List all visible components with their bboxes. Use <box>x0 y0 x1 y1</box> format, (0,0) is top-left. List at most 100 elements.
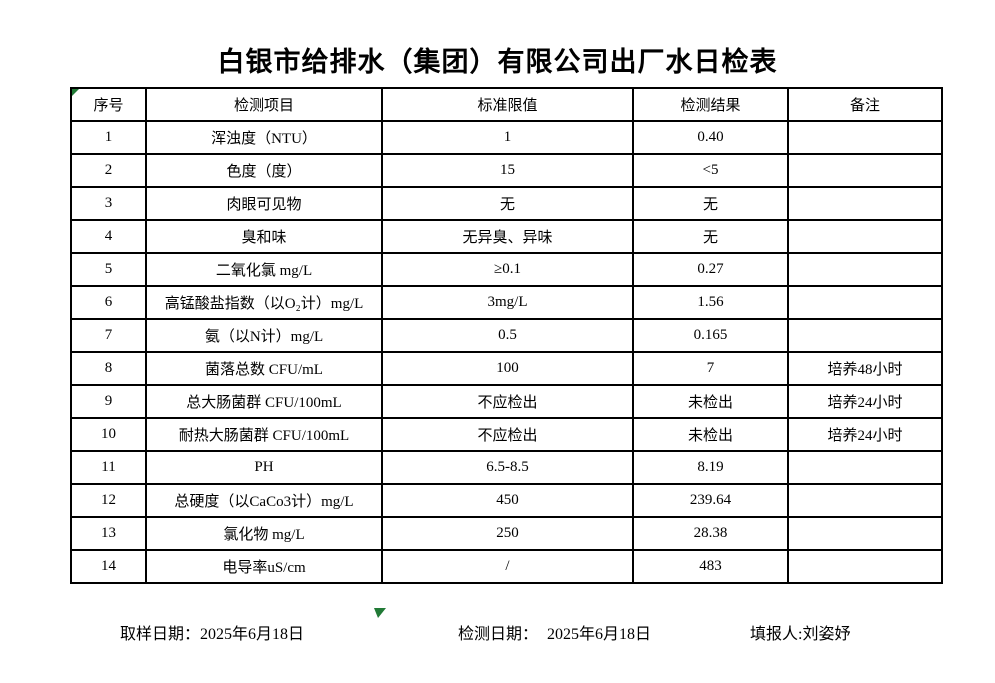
cell-result: 无 <box>632 219 789 254</box>
table-row: 9 总大肠菌群 CFU/100mL 不应检出 未检出 培养24小时 <box>70 384 943 419</box>
table-row: 6 高锰酸盐指数（以O₂计）mg/L 3mg/L 1.56 <box>70 285 943 320</box>
cell-limit: 无 <box>381 186 634 221</box>
reporter-value: 刘姿妤 <box>802 626 851 643</box>
cell-result: 8.19 <box>632 450 789 485</box>
col-header-note: 备注 <box>787 87 943 122</box>
cell-limit: 0.5 <box>381 318 634 353</box>
cell-limit: ≥0.1 <box>381 252 634 287</box>
cell-result: <5 <box>632 153 789 188</box>
cell-no: 3 <box>70 186 147 221</box>
test-date: 检测日期： 2025年6月18日 <box>458 620 651 644</box>
cell-item: 氨（以N计）mg/L <box>145 318 383 353</box>
cell-limit: 250 <box>381 516 634 551</box>
sample-date-label: 取样日期： <box>120 626 201 643</box>
cell-result: 7 <box>632 351 789 386</box>
cell-no: 4 <box>70 219 147 254</box>
cell-note: 培养48小时 <box>787 351 943 386</box>
cell-no: 5 <box>70 252 147 287</box>
cell-no: 12 <box>70 483 147 518</box>
col-header-no-label: 序号 <box>93 98 124 114</box>
cell-item: 高锰酸盐指数（以O₂计）mg/L <box>145 285 383 320</box>
cell-no: 7 <box>70 318 147 353</box>
cell-result: 未检出 <box>632 384 789 419</box>
cell-limit: 100 <box>381 351 634 386</box>
cell-result: 0.165 <box>632 318 789 353</box>
cell-no: 11 <box>70 450 147 485</box>
col-header-limit: 标准限值 <box>381 87 634 122</box>
cell-note: 培养24小时 <box>787 417 943 452</box>
cell-note <box>787 450 943 485</box>
table-row: 11 PH 6.5-8.5 8.19 <box>70 450 943 485</box>
cell-note: 培养24小时 <box>787 384 943 419</box>
cell-limit: / <box>381 549 634 584</box>
cell-note <box>787 120 943 155</box>
footer: 取样日期：2025年6月18日 检测日期： 2025年6月18日 填报人:刘姿妤 <box>0 620 995 644</box>
page-title: 白银市给排水（集团）有限公司出厂水日检表 <box>217 47 778 77</box>
col-header-item: 检测项目 <box>145 87 383 122</box>
cell-no: 13 <box>70 516 147 551</box>
cell-note <box>787 549 943 584</box>
cell-item: 电导率uS/cm <box>145 549 383 584</box>
cell-limit: 3mg/L <box>381 285 634 320</box>
cell-no: 8 <box>70 351 147 386</box>
cell-error-indicator-icon <box>73 90 79 96</box>
selection-marker-icon <box>374 608 386 618</box>
table-row: 10 耐热大肠菌群 CFU/100mL 不应检出 未检出 培养24小时 <box>70 417 943 452</box>
cell-note <box>787 153 943 188</box>
reporter: 填报人:刘姿妤 <box>750 620 850 644</box>
table-body: 1 浑浊度（NTU） 1 0.40 2 色度（度） 15 <5 3 肉眼可见物 … <box>70 120 943 584</box>
table-row: 14 电导率uS/cm / 483 <box>70 549 943 584</box>
cell-item: 耐热大肠菌群 CFU/100mL <box>145 417 383 452</box>
cell-item: 总硬度（以CaCo3计）mg/L <box>145 483 383 518</box>
cell-limit: 不应检出 <box>381 384 634 419</box>
cell-note <box>787 285 943 320</box>
col-header-no: 序号 <box>70 87 147 122</box>
cell-item: 臭和味 <box>145 219 383 254</box>
cell-result: 1.56 <box>632 285 789 320</box>
cell-limit: 450 <box>381 483 634 518</box>
cell-note <box>787 516 943 551</box>
cell-no: 10 <box>70 417 147 452</box>
col-header-result: 检测结果 <box>632 87 789 122</box>
table-row: 12 总硬度（以CaCo3计）mg/L 450 239.64 <box>70 483 943 518</box>
inspection-table: 序号 检测项目 标准限值 检测结果 备注 1 浑浊度（NTU） 1 0.40 2… <box>70 87 943 584</box>
cell-note <box>787 318 943 353</box>
cell-item: 菌落总数 CFU/mL <box>145 351 383 386</box>
cell-no: 6 <box>70 285 147 320</box>
cell-note <box>787 252 943 287</box>
cell-item: 色度（度） <box>145 153 383 188</box>
cell-result: 239.64 <box>632 483 789 518</box>
sample-date: 取样日期：2025年6月18日 <box>120 620 304 644</box>
reporter-label: 填报人: <box>750 626 803 643</box>
test-date-label: 检测日期： <box>458 626 539 643</box>
cell-note <box>787 483 943 518</box>
cell-no: 14 <box>70 549 147 584</box>
cell-note <box>787 186 943 221</box>
cell-limit: 无异臭、异味 <box>381 219 634 254</box>
cell-result: 无 <box>632 186 789 221</box>
cell-no: 9 <box>70 384 147 419</box>
cell-item: PH <box>145 450 383 485</box>
inspection-table-container: 序号 检测项目 标准限值 检测结果 备注 1 浑浊度（NTU） 1 0.40 2… <box>70 87 943 584</box>
cell-limit: 6.5-8.5 <box>381 450 634 485</box>
cell-limit: 1 <box>381 120 634 155</box>
test-date-value: 2025年6月18日 <box>547 626 652 643</box>
table-row: 5 二氧化氯 mg/L ≥0.1 0.27 <box>70 252 943 287</box>
table-row: 1 浑浊度（NTU） 1 0.40 <box>70 120 943 155</box>
cell-item: 氯化物 mg/L <box>145 516 383 551</box>
cell-item: 二氧化氯 mg/L <box>145 252 383 287</box>
cell-item: 肉眼可见物 <box>145 186 383 221</box>
table-row: 8 菌落总数 CFU/mL 100 7 培养48小时 <box>70 351 943 386</box>
cell-result: 28.38 <box>632 516 789 551</box>
cell-item: 总大肠菌群 CFU/100mL <box>145 384 383 419</box>
cell-limit: 不应检出 <box>381 417 634 452</box>
cell-no: 2 <box>70 153 147 188</box>
cell-limit: 15 <box>381 153 634 188</box>
cell-result: 483 <box>632 549 789 584</box>
cell-item: 浑浊度（NTU） <box>145 120 383 155</box>
sample-date-value: 2025年6月18日 <box>200 626 305 643</box>
table-row: 3 肉眼可见物 无 无 <box>70 186 943 221</box>
cell-result: 未检出 <box>632 417 789 452</box>
header-row: 序号 检测项目 标准限值 检测结果 备注 <box>70 87 943 122</box>
cell-result: 0.40 <box>632 120 789 155</box>
